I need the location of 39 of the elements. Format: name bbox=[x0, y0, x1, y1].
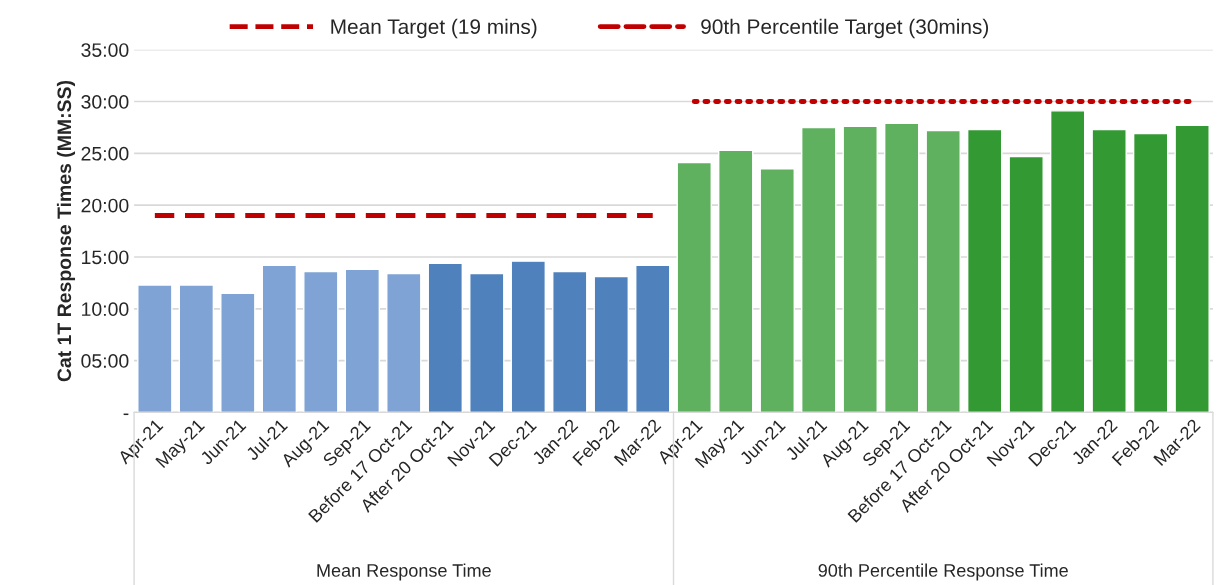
text: Mean Response Time bbox=[317, 563, 491, 581]
bar bbox=[1132, 132, 1169, 413]
bar bbox=[593, 275, 629, 413]
bar bbox=[1008, 155, 1044, 413]
y-tick-label: 05:00 bbox=[81, 354, 129, 368]
y-tick-label: 20:00 bbox=[81, 198, 129, 213]
bar bbox=[718, 149, 754, 413]
bar bbox=[137, 284, 173, 413]
bar bbox=[510, 260, 546, 413]
bar bbox=[676, 161, 712, 413]
text: 90th Percentile Response Time bbox=[818, 563, 1068, 581]
bar bbox=[178, 284, 215, 413]
bar bbox=[469, 272, 505, 413]
bar bbox=[842, 125, 878, 413]
bar bbox=[220, 292, 256, 413]
y-tick-label: 30:00 bbox=[81, 95, 129, 109]
bar bbox=[1174, 124, 1210, 413]
bar bbox=[427, 262, 463, 413]
y-tick-label: 15:00 bbox=[82, 250, 129, 265]
bar bbox=[344, 268, 381, 413]
bar bbox=[261, 264, 298, 413]
bar bbox=[801, 126, 837, 413]
y-tick-label: 25:00 bbox=[81, 146, 129, 161]
bar bbox=[303, 270, 339, 413]
legend-label: Mean Target (19 mins) bbox=[331, 18, 537, 39]
y-axis-title: Cat 1T Response Times (MM:SS) bbox=[56, 80, 76, 382]
bar bbox=[1049, 110, 1086, 413]
y-tick-label: 35:00 bbox=[81, 43, 129, 57]
bar bbox=[884, 122, 920, 413]
bar bbox=[966, 128, 1003, 413]
bar bbox=[1091, 128, 1127, 413]
legend-label: 90th Percentile Target (30mins) bbox=[701, 18, 989, 39]
bar bbox=[386, 272, 422, 413]
bar bbox=[759, 168, 795, 413]
bar bbox=[635, 264, 671, 413]
bar bbox=[925, 129, 961, 413]
bar bbox=[552, 270, 588, 413]
y-tick-label: 10:00 bbox=[82, 302, 129, 317]
y-tick-label: - bbox=[123, 413, 129, 416]
